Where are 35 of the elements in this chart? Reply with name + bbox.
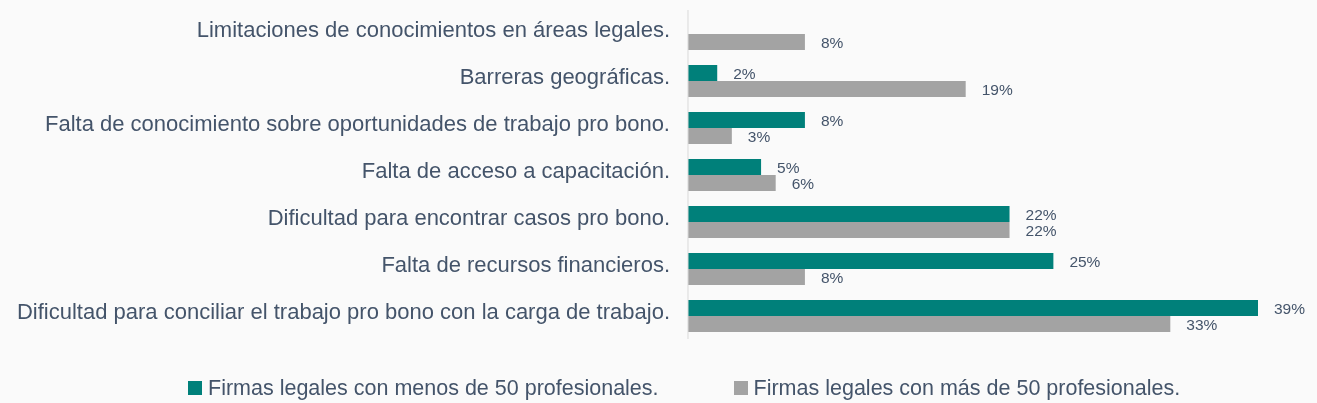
bar [688, 33, 805, 50]
data-label: 8% [820, 112, 844, 130]
bar [688, 268, 805, 285]
y-tick-label: Falta de acceso a capacitación. [361, 158, 670, 184]
bar [688, 174, 776, 191]
y-tick-label: Dificultad para encontrar casos pro bono. [267, 205, 670, 231]
bar [688, 221, 1010, 238]
data-label: 22% [1025, 206, 1057, 224]
data-label: 33% [1186, 316, 1218, 334]
data-label: 22% [1025, 222, 1057, 240]
y-tick-label: Limitaciones de conocimientos en áreas legales. [196, 17, 670, 43]
data-label: 19% [981, 81, 1013, 99]
data-label: 25% [1069, 253, 1101, 271]
data-label: 39% [1274, 300, 1306, 318]
data-label: 8% [820, 34, 844, 52]
y-tick-label: Barreras geográficas. [459, 64, 670, 90]
y-tick-label: Falta de recursos financieros. [381, 252, 670, 278]
data-label: 3% [747, 128, 771, 146]
bar [688, 111, 805, 128]
y-tick-label: Falta de conocimiento sobre oportunidades de trabajo pro bono. [45, 111, 670, 137]
bar [688, 252, 1054, 269]
bar [688, 80, 966, 97]
bar [688, 64, 718, 81]
legend-label: Firmas legales con menos de 50 profesionales. [208, 376, 659, 400]
legend-label: Firmas legales con más de 50 profesionales. [753, 376, 1181, 400]
bar [688, 158, 762, 175]
y-tick-label: Dificultad para conciliar el trabajo pro bono con la carga de trabajo. [16, 299, 670, 325]
data-label: 5% [777, 159, 800, 177]
data-label: 6% [791, 175, 815, 193]
bar [688, 127, 732, 144]
bar [688, 299, 1258, 316]
bar [688, 315, 1171, 332]
data-label: 8% [820, 269, 844, 287]
bar [688, 205, 1010, 222]
data-label: 2% [733, 65, 756, 83]
